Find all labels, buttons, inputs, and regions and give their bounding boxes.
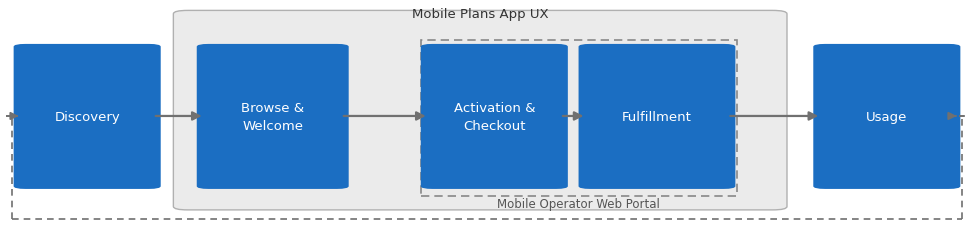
Text: Discovery: Discovery <box>55 110 120 123</box>
Text: Mobile Operator Web Portal: Mobile Operator Web Portal <box>497 197 660 210</box>
Text: Activation &
Checkout: Activation & Checkout <box>454 101 535 132</box>
FancyBboxPatch shape <box>197 45 349 189</box>
Text: Fulfillment: Fulfillment <box>622 110 692 123</box>
FancyBboxPatch shape <box>173 11 787 210</box>
Text: Mobile Plans App UX: Mobile Plans App UX <box>412 8 548 21</box>
Text: Usage: Usage <box>866 110 908 123</box>
Text: Browse &
Welcome: Browse & Welcome <box>242 101 304 132</box>
FancyBboxPatch shape <box>813 45 960 189</box>
FancyBboxPatch shape <box>421 45 568 189</box>
FancyBboxPatch shape <box>579 45 735 189</box>
FancyBboxPatch shape <box>14 45 161 189</box>
